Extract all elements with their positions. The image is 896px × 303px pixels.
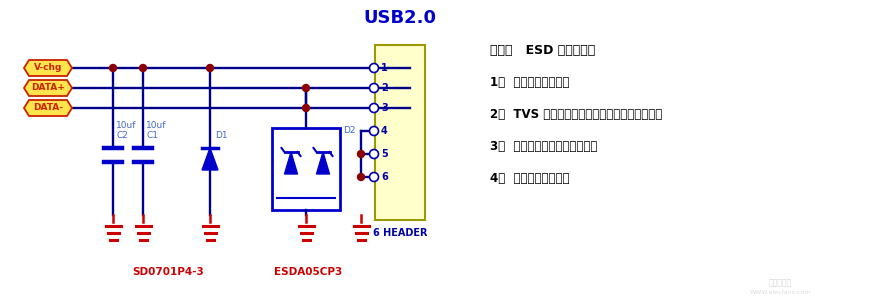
Text: D2: D2 <box>343 126 356 135</box>
Bar <box>375 45 425 220</box>
Text: 6: 6 <box>381 172 388 182</box>
Text: 备注：   ESD 选型原则：: 备注： ESD 选型原则： <box>490 44 595 56</box>
Polygon shape <box>202 148 218 170</box>
Circle shape <box>303 105 309 112</box>
Text: USB2.0: USB2.0 <box>364 9 436 27</box>
Text: DATA+: DATA+ <box>31 84 65 92</box>
Circle shape <box>369 64 378 72</box>
Text: 3、  选择符合测试要求的功率；: 3、 选择符合测试要求的功率； <box>490 139 598 152</box>
Polygon shape <box>24 100 72 116</box>
Polygon shape <box>285 152 297 174</box>
Text: ESDA05CP3: ESDA05CP3 <box>274 267 342 277</box>
Text: C1: C1 <box>146 132 158 141</box>
Text: WWW.elecfans.com: WWW.elecfans.com <box>749 289 811 295</box>
Circle shape <box>109 65 116 72</box>
Bar <box>272 128 340 210</box>
Text: 10uf: 10uf <box>116 122 136 131</box>
Circle shape <box>206 65 213 72</box>
Text: SD0701P4-3: SD0701P4-3 <box>132 267 204 277</box>
Text: 2、  TVS 的击穿电压大于电路的最大工作电压；: 2、 TVS 的击穿电压大于电路的最大工作电压； <box>490 108 662 121</box>
Polygon shape <box>316 152 330 174</box>
Text: 4: 4 <box>381 126 388 136</box>
Polygon shape <box>24 60 72 76</box>
Text: 电子发烧友: 电子发烧友 <box>769 278 791 288</box>
Circle shape <box>303 85 309 92</box>
Text: D1: D1 <box>215 132 228 141</box>
Text: 4、  选择算位较小的。: 4、 选择算位较小的。 <box>490 171 570 185</box>
Circle shape <box>140 65 147 72</box>
Text: DATA-: DATA- <box>33 104 63 112</box>
Circle shape <box>369 172 378 181</box>
Text: V-chg: V-chg <box>34 64 62 72</box>
Circle shape <box>369 104 378 112</box>
Text: C2: C2 <box>116 132 128 141</box>
Text: 6 HEADER: 6 HEADER <box>373 228 427 238</box>
Circle shape <box>369 149 378 158</box>
Circle shape <box>358 174 365 181</box>
Text: 5: 5 <box>381 149 388 159</box>
Text: 1: 1 <box>381 63 388 73</box>
Polygon shape <box>24 80 72 96</box>
Text: 10uf: 10uf <box>146 122 167 131</box>
Circle shape <box>369 126 378 135</box>
Circle shape <box>369 84 378 92</box>
Text: 1、  选择合适的封装；: 1、 选择合适的封装； <box>490 75 569 88</box>
Circle shape <box>358 151 365 158</box>
Text: 2: 2 <box>381 83 388 93</box>
Text: 3: 3 <box>381 103 388 113</box>
